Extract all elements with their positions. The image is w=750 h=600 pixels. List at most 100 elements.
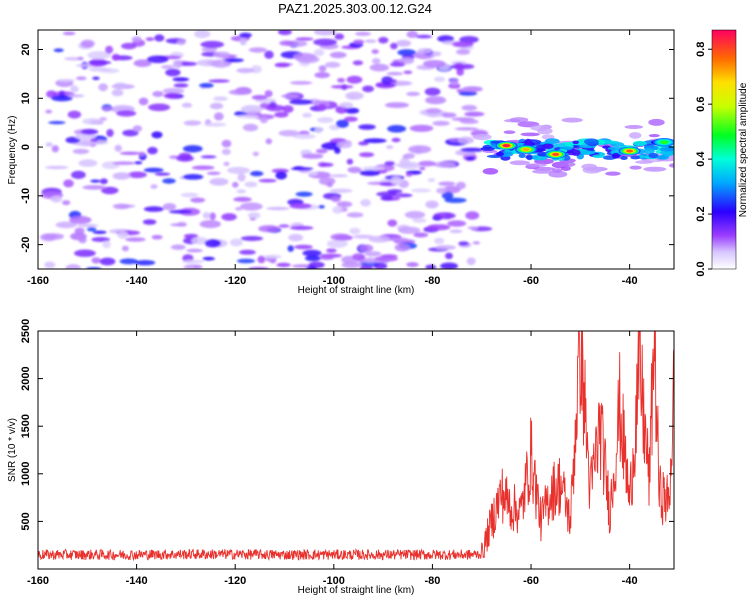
heatmap-noise-blob	[460, 147, 484, 153]
heatmap-noise-blob	[404, 153, 415, 159]
heatmap-signal-halo	[482, 168, 499, 175]
heatmap-noise-blob	[182, 259, 205, 264]
heatmap-noise-blob	[362, 166, 385, 172]
heatmap-noise-blob	[289, 225, 314, 230]
heatmap-noise-blob	[237, 173, 246, 182]
heatmap-noise-blob	[204, 239, 222, 248]
heatmap-noise-blob	[45, 109, 53, 114]
heatmap-noise-blob	[359, 244, 374, 252]
heatmap-noise-blob	[150, 184, 158, 190]
heatmap-noise-blob	[101, 106, 114, 112]
heatmap-xlabel: Height of straight line (km)	[298, 285, 415, 296]
heatmap-signal-blob	[630, 155, 641, 160]
heatmap-signal-blob	[572, 140, 579, 145]
heatmap-noise-blob	[242, 123, 259, 132]
heatmap-noise-blob	[344, 107, 360, 114]
heatmap-noise-blob	[390, 176, 402, 185]
heatmap-noise-blob	[69, 85, 79, 93]
heatmap-ytick-label: -10	[20, 188, 32, 204]
heatmap-noise-blob	[454, 127, 479, 131]
heatmap-noise-blob	[57, 78, 76, 82]
heatmap-noise-blob	[376, 191, 398, 197]
heatmap-noise-blob	[63, 179, 74, 188]
heatmap-noise-blob	[143, 167, 164, 173]
heatmap-noise-blob	[62, 200, 71, 206]
heatmap-noise-blob	[449, 79, 459, 86]
heatmap-signal-halo	[532, 169, 554, 174]
heatmap-noise-blob	[380, 195, 394, 201]
heatmap-noise-blob	[337, 77, 346, 83]
heatmap-noise-blob	[321, 142, 342, 150]
heatmap-noise-blob	[456, 68, 465, 76]
heatmap-signal-halo	[503, 130, 516, 134]
heatmap-noise-blob	[358, 141, 369, 146]
heatmap-signal-halo	[668, 163, 674, 168]
heatmap-noise-blob	[326, 239, 348, 248]
heatmap-noise-blob	[98, 83, 108, 92]
heatmap-noise-blob	[364, 39, 377, 43]
heatmap-noise-blob	[301, 153, 324, 159]
heatmap-noise-blob	[176, 155, 194, 162]
heatmap-noise-blob	[190, 197, 206, 203]
heatmap-noise-blob	[287, 245, 294, 252]
heatmap-noise-blob	[264, 90, 273, 98]
heatmap-noise-blob	[183, 264, 203, 269]
heatmap-noise-blob	[119, 258, 138, 265]
heatmap-noise-blob	[67, 94, 85, 98]
heatmap-noise-blob	[213, 96, 228, 101]
snr-xlabel: Height of straight line (km)	[298, 585, 415, 596]
heatmap-noise-blob	[264, 50, 274, 59]
heatmap-peak	[660, 140, 668, 144]
heatmap-noise-blob	[263, 254, 282, 259]
heatmap-ytick-label: 0	[20, 144, 32, 150]
heatmap-noise-blob	[371, 49, 379, 54]
heatmap-noise-blob	[353, 39, 365, 45]
heatmap-signal-halo	[605, 171, 621, 176]
heatmap-noise-blob	[349, 227, 361, 235]
heatmap-noise-blob	[266, 206, 290, 211]
snr-ytick-label: 1000	[20, 462, 32, 486]
heatmap-noise-blob	[202, 212, 211, 219]
heatmap-signal-blob	[659, 147, 674, 152]
heatmap-noise-blob	[274, 62, 290, 68]
heatmap-signal-blob	[660, 150, 674, 156]
heatmap-noise-blob	[405, 173, 413, 177]
heatmap-xtick-label: -100	[323, 275, 345, 287]
heatmap-noise-blob	[228, 89, 252, 95]
heatmap-noise-blob	[134, 260, 156, 266]
heatmap-signal-halo	[541, 134, 555, 140]
heatmap-noise-blob	[213, 51, 231, 58]
heatmap-noise-blob	[290, 167, 314, 171]
heatmap-noise-blob	[87, 51, 111, 60]
heatmap-noise-blob	[346, 75, 363, 84]
heatmap-noise-blob	[227, 166, 250, 174]
heatmap-noise-blob	[251, 95, 268, 100]
heatmap-noise-blob	[314, 126, 323, 134]
heatmap-noise-blob	[346, 212, 364, 218]
heatmap-noise-blob	[358, 124, 376, 130]
heatmap-noise-blob	[280, 94, 300, 98]
heatmap-noise-blob	[434, 76, 446, 83]
heatmap-signal-blob	[542, 143, 554, 149]
heatmap-noise-blob	[181, 102, 193, 108]
heatmap-noise-blob	[170, 223, 188, 227]
heatmap-noise-blob	[432, 120, 450, 126]
heatmap-noise-blob	[111, 53, 121, 61]
heatmap-noise-blob	[443, 185, 461, 194]
heatmap-ylabel: Frequency (Hz)	[7, 116, 18, 185]
heatmap-noise-blob	[46, 90, 57, 98]
heatmap-noise-blob	[294, 244, 313, 250]
heatmap-noise-blob	[423, 60, 446, 68]
heatmap-noise-blob	[146, 55, 169, 64]
heatmap-noise-blob	[180, 192, 199, 198]
heatmap-noise-blob	[385, 145, 394, 150]
heatmap-noise-blob	[458, 91, 478, 96]
heatmap-noise-blob	[396, 39, 412, 47]
heatmap-noise-blob	[313, 49, 325, 57]
heatmap-signal-halo	[556, 161, 576, 168]
heatmap-noise-blob	[406, 262, 419, 268]
colorbar-tick-label: 0.0	[695, 261, 707, 276]
heatmap-noise-blob	[152, 91, 164, 97]
heatmap-noise-blob	[465, 156, 475, 161]
